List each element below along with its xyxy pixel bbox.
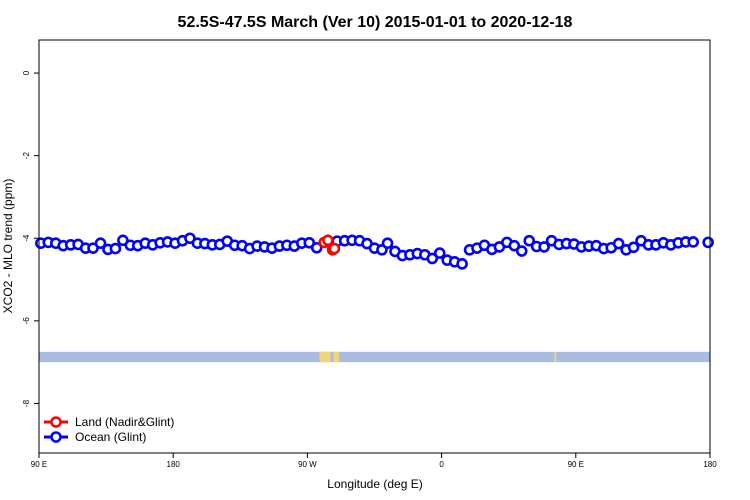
land-patch: [554, 351, 557, 363]
land-series: [318, 234, 341, 256]
y-tick-label: -2: [22, 152, 31, 160]
ocean-point: [612, 237, 625, 250]
land-point: [328, 242, 341, 255]
x-tick-label: 180: [167, 460, 181, 469]
x-axis-label: Longitude (deg E): [327, 477, 422, 491]
legend-ocean-marker: [50, 431, 62, 443]
y-tick-label: -4: [22, 234, 31, 242]
y-tick-label: -6: [22, 317, 31, 325]
ocean-point: [94, 237, 107, 249]
x-tick-label: 90 E: [568, 460, 584, 469]
x-tick-label: 180: [703, 460, 717, 469]
legend-land-label: Land (Nadir&Glint): [75, 415, 174, 429]
ocean-band: [39, 351, 710, 363]
land-point: [322, 234, 334, 247]
map-band: [39, 351, 710, 363]
ocean-point: [426, 252, 439, 265]
x-axis: 90 E 180 90 W 0 90 E 180: [31, 453, 717, 469]
ocean-point: [456, 258, 468, 270]
ocean-point: [109, 242, 122, 255]
y-axis: 0 -2 -4 -6 -8: [22, 70, 39, 407]
ocean-point: [687, 236, 700, 248]
legend-land-marker: [50, 416, 62, 428]
ocean-point: [508, 239, 521, 252]
y-tick-label: 0: [22, 70, 31, 75]
legend-ocean-label: Ocean (Glint): [75, 430, 146, 444]
ocean-point: [523, 234, 536, 247]
ocean-point: [310, 241, 323, 254]
ocean-point: [515, 245, 528, 257]
y-axis-label: XCO2 - MLO trend (ppm): [1, 179, 15, 314]
ocean-point: [381, 237, 394, 249]
ocean-point: [627, 241, 640, 254]
land-patch: [333, 351, 340, 363]
land-patch: [319, 351, 331, 363]
legend: Land (Nadir&Glint) Ocean (Glint): [44, 415, 174, 444]
ocean-point: [702, 236, 714, 249]
x-tick-label: 0: [439, 460, 444, 469]
x-tick-label: 90 E: [31, 460, 47, 469]
y-tick-label: -8: [22, 399, 31, 407]
x-tick-label: 90 W: [298, 460, 317, 469]
ocean-point: [433, 247, 446, 259]
ocean-point: [538, 241, 550, 253]
plot-frame: [38, 39, 711, 454]
ocean-series: [35, 232, 714, 270]
chart-title: 52.5S-47.5S March (Ver 10) 2015-01-01 to…: [178, 14, 573, 31]
